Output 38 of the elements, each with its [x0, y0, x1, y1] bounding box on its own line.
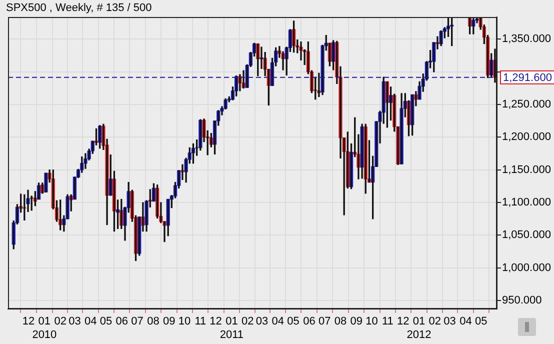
x-tick-label: 02 [428, 316, 442, 328]
x-tick-label: 08 [147, 316, 160, 328]
x-tick-label: 12 [210, 316, 222, 328]
y-tick-label: 1,250.000 [502, 98, 551, 111]
x-tick-label: 04 [272, 316, 284, 328]
y-tick-label: 1,350.000 [502, 33, 551, 46]
x-tick-label: 11 [382, 316, 394, 328]
x-tick-label: 03 [256, 316, 268, 328]
ref-line-label: 1,291.600 [503, 72, 552, 84]
x-tick-label: 02 [242, 316, 254, 328]
x-tick-label: 12 [22, 316, 35, 328]
x-tick-label: 07 [318, 316, 331, 328]
x-tick-label: 05 [287, 316, 300, 328]
y-tick-label: 1,200.000 [502, 131, 551, 144]
y-tick-label: 1,050.000 [502, 229, 551, 242]
chart-title: SPX500 , Weekly, # 135 / 500 [6, 2, 152, 15]
x-tick-label: 10 [366, 316, 378, 328]
x-tick-label: 04 [460, 316, 472, 328]
y-tick-label: 1,000.000 [502, 262, 551, 274]
x-tick-label: 03 [68, 316, 81, 328]
x-tick-label: 11 [194, 316, 206, 328]
y-tick-label: 1,100.000 [502, 196, 551, 209]
x-tick-label: 05 [474, 316, 488, 328]
x-tick-label: 06 [303, 316, 316, 328]
x-tick-label: 02 [54, 316, 66, 328]
x-tick-label: 07 [131, 316, 144, 328]
x-tick-label: 09 [162, 316, 176, 328]
x-tick-label: 04 [84, 316, 97, 328]
y-tick-label: 1,150.000 [502, 164, 551, 176]
x-tick-label: 09 [350, 316, 363, 328]
y-tick-label: 950.000 [502, 294, 542, 307]
candlestick [44, 172, 48, 192]
x-tick-label: 06 [116, 316, 128, 328]
x-tick-label: 05 [100, 316, 112, 328]
x-tick-label: 08 [334, 316, 347, 328]
x-tick-label: 10 [178, 316, 191, 328]
x-tick-label: 12 [396, 316, 410, 328]
x-tick-label: 03 [444, 316, 456, 328]
